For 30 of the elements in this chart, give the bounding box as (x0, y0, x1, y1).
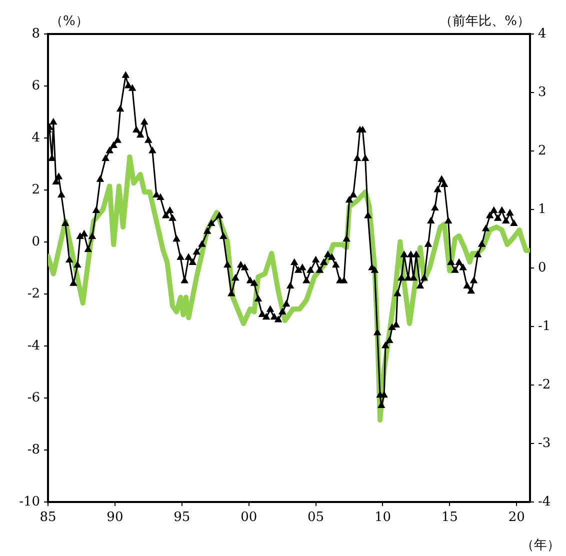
y-tick-label: 6 (32, 78, 40, 94)
x-tick-label: 85 (40, 510, 56, 526)
y-axis-title: （%） (50, 13, 88, 30)
x-axis-title: （年） (521, 537, 560, 554)
x-tick-label: 00 (240, 510, 258, 526)
x-tick-label: 05 (308, 510, 324, 526)
y-tick-label: -4 (27, 338, 40, 354)
y-tick-label: -6 (27, 390, 40, 406)
x-tick-label: 90 (106, 510, 124, 526)
y2-tick-label: -3 (538, 436, 551, 451)
y-tick-label: 2 (32, 182, 40, 198)
y2-tick-label: 1 (538, 202, 546, 217)
y2-tick-label: 2 (538, 143, 546, 158)
y2-tick-label: 0 (538, 260, 546, 276)
y2-axis-title: （前年比、%） (440, 13, 530, 30)
y-tick-label: 0 (32, 234, 40, 250)
y2-tick-label: 4 (538, 26, 546, 42)
y-tick-label: 4 (32, 130, 40, 146)
y-tick-label: -8 (27, 442, 40, 458)
y-tick-label: -2 (27, 286, 40, 302)
x-tick-label: 10 (374, 510, 391, 526)
x-tick-label: 95 (174, 510, 190, 526)
y2-tick-label: 3 (538, 84, 546, 100)
y-tick-label: 8 (32, 26, 40, 42)
y2-tick-label: -1 (538, 318, 551, 334)
y2-tick-label: -4 (538, 494, 551, 510)
x-tick-label: 15 (441, 510, 458, 526)
x-tick-label: 20 (508, 510, 525, 526)
y2-tick-label: -2 (538, 377, 551, 392)
y-tick-label: -10 (19, 494, 40, 510)
